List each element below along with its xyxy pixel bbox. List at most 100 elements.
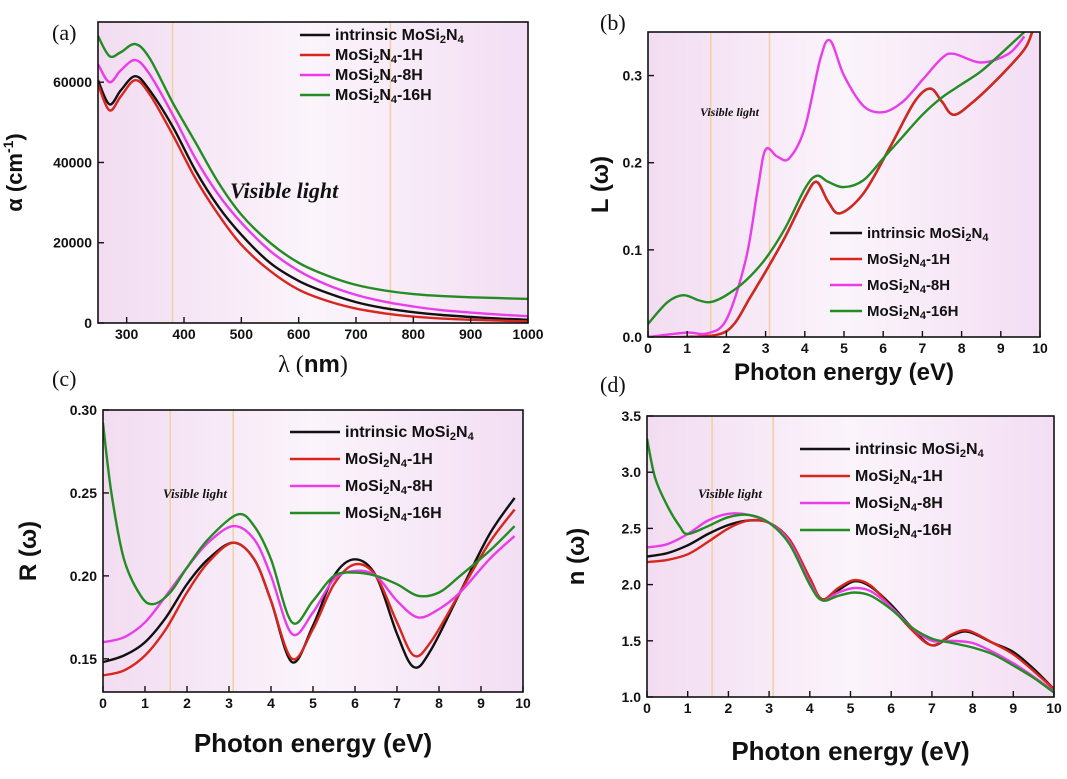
x-tick-label: 9 <box>997 340 1005 356</box>
x-tick-label: 0 <box>644 340 652 356</box>
x-tick-label: 1 <box>684 700 692 716</box>
legend-label: intrinsic MoSi2N4 <box>335 27 465 46</box>
x-tick-label: 7 <box>393 695 401 711</box>
y-tick-label: 0.15 <box>70 651 97 667</box>
y-tick-label: 0 <box>84 315 92 331</box>
x-tick-label: 0 <box>99 695 107 711</box>
x-tick-label: 3 <box>762 340 770 356</box>
series-line-d-2 <box>647 512 1054 693</box>
x-tick-label: 3 <box>765 700 773 716</box>
series-line-a-0 <box>98 75 528 321</box>
legend-label: MoSi2N4-8H <box>867 277 950 296</box>
series-line-b-1 <box>648 32 1034 337</box>
x-tick-label: 600 <box>287 326 311 342</box>
x-tick-label: 5 <box>840 340 848 356</box>
series-line-d-3 <box>647 438 1054 694</box>
y-tick-label: 40000 <box>53 154 92 170</box>
x-tick-label: 8 <box>435 695 443 711</box>
series-line-b-3 <box>648 32 1026 325</box>
x-tick-label: 500 <box>230 326 254 342</box>
x-axis-title: Photon energy (eV) <box>734 359 954 386</box>
visible-light-annotation: Visible light <box>700 105 760 119</box>
legend-label: intrinsic MoSi2N4 <box>855 441 985 460</box>
legend-label: MoSi2N4-1H <box>855 468 943 487</box>
x-tick-label: 300 <box>115 326 139 342</box>
series-line-d-1 <box>647 518 1054 690</box>
x-tick-label: 7 <box>919 340 927 356</box>
legend-label: MoSi2N4-16H <box>867 303 958 322</box>
series-line-c-1 <box>103 508 516 677</box>
x-tick-label: 3 <box>225 695 233 711</box>
visible-light-annotation: Visible light <box>163 486 227 501</box>
legend-label: intrinsic MoSi2N4 <box>867 225 989 244</box>
x-tick-label: 1 <box>683 340 691 356</box>
x-tick-label: 8 <box>958 340 966 356</box>
series-line-c-3 <box>103 423 516 625</box>
panel-b: 0 1 2 3 4 5 6 7 8 9 10 0.0 0.1 0.2 0.3 (b) Photon energy… <box>587 10 1048 386</box>
y-axis-title: α (cm-1) <box>0 133 27 212</box>
panel-label: (a) <box>52 20 76 45</box>
x-tick-label: 6 <box>351 695 359 711</box>
panel-d: 0 1 2 3 4 5 6 7 8 9 10 1.0 1.5 2.0 2.5 3.0 3.5 (d) Photon … <box>563 372 1062 766</box>
x-tick-label: 700 <box>344 326 368 342</box>
series-line-b-2 <box>648 35 1026 337</box>
y-tick-label: 0.1 <box>623 242 643 258</box>
axes-frame <box>97 21 529 324</box>
series-line-a-1 <box>98 79 528 323</box>
y-tick-label: 2.5 <box>622 520 642 536</box>
y-axis-title: R (ω) <box>15 521 42 581</box>
y-axis-title: L (ω) <box>587 156 614 213</box>
y-tick-label: 0.30 <box>70 402 97 418</box>
plot-background <box>647 416 1054 697</box>
legend-label: MoSi2N4-8H <box>335 67 423 86</box>
legend-label: MoSi2N4-16H <box>855 522 952 541</box>
plot-background <box>98 22 528 323</box>
x-tick-label: 9 <box>477 695 485 711</box>
panel-a: 300 400 500 600 700 800 900 1000 0 20000 40000 6000… <box>0 20 544 378</box>
y-tick-label: 0.0 <box>623 329 643 345</box>
x-tick-label: 2 <box>725 700 733 716</box>
visible-light-annotation: Visible light <box>698 486 762 501</box>
x-tick-label: 5 <box>847 700 855 716</box>
y-tick-label: 0.25 <box>70 485 97 501</box>
x-tick-label: 7 <box>928 700 936 716</box>
x-tick-label: 4 <box>267 695 275 711</box>
x-tick-label: 2 <box>183 695 191 711</box>
y-tick-label: 1.5 <box>622 633 642 649</box>
x-axis-title: Photon energy (eV) <box>731 736 969 766</box>
x-tick-label: 1 <box>141 695 149 711</box>
legend-label: MoSi2N4-16H <box>335 87 432 106</box>
series-line-a-3 <box>98 35 528 301</box>
y-tick-label: 3.5 <box>622 408 642 424</box>
legend-label: MoSi2N4-1H <box>345 451 433 470</box>
x-tick-label: 800 <box>402 326 426 342</box>
y-tick-label: 0.3 <box>623 68 643 84</box>
panel-c: 0 1 2 3 4 5 6 7 8 9 10 0.15 0.20 0.25 0.30 (c) Photon en… <box>15 366 531 758</box>
x-tick-label: 6 <box>879 340 887 356</box>
y-tick-label: 0.2 <box>623 155 643 171</box>
x-tick-label: 0 <box>643 700 651 716</box>
y-tick-label: 3.0 <box>622 464 642 480</box>
legend-label: intrinsic MoSi2N4 <box>345 424 475 443</box>
y-tick-label: 2.0 <box>622 577 642 593</box>
visible-light-annotation: Visible light <box>230 178 339 203</box>
y-tick-label: 0.20 <box>70 568 97 584</box>
x-tick-label: 4 <box>801 340 809 356</box>
panel-label: (b) <box>600 10 626 35</box>
y-tick-label: 60000 <box>53 74 92 90</box>
x-tick-label: 2 <box>723 340 731 356</box>
series-line-a-2 <box>98 58 528 318</box>
legend-label: MoSi2N4-16H <box>345 505 442 524</box>
y-axis-title: n (ω) <box>563 528 590 586</box>
x-axis-title: Photon energy (eV) <box>194 728 432 758</box>
panel-label: (d) <box>600 372 626 397</box>
x-tick-label: 1000 <box>512 326 543 342</box>
y-tick-label: 1.0 <box>622 689 642 705</box>
y-tick-label: 20000 <box>53 235 92 251</box>
plot-background <box>103 410 523 692</box>
x-tick-label: 10 <box>1032 340 1048 356</box>
panel-label: (c) <box>52 366 76 391</box>
x-tick-label: 8 <box>969 700 977 716</box>
legend-label: MoSi2N4-8H <box>855 495 943 514</box>
